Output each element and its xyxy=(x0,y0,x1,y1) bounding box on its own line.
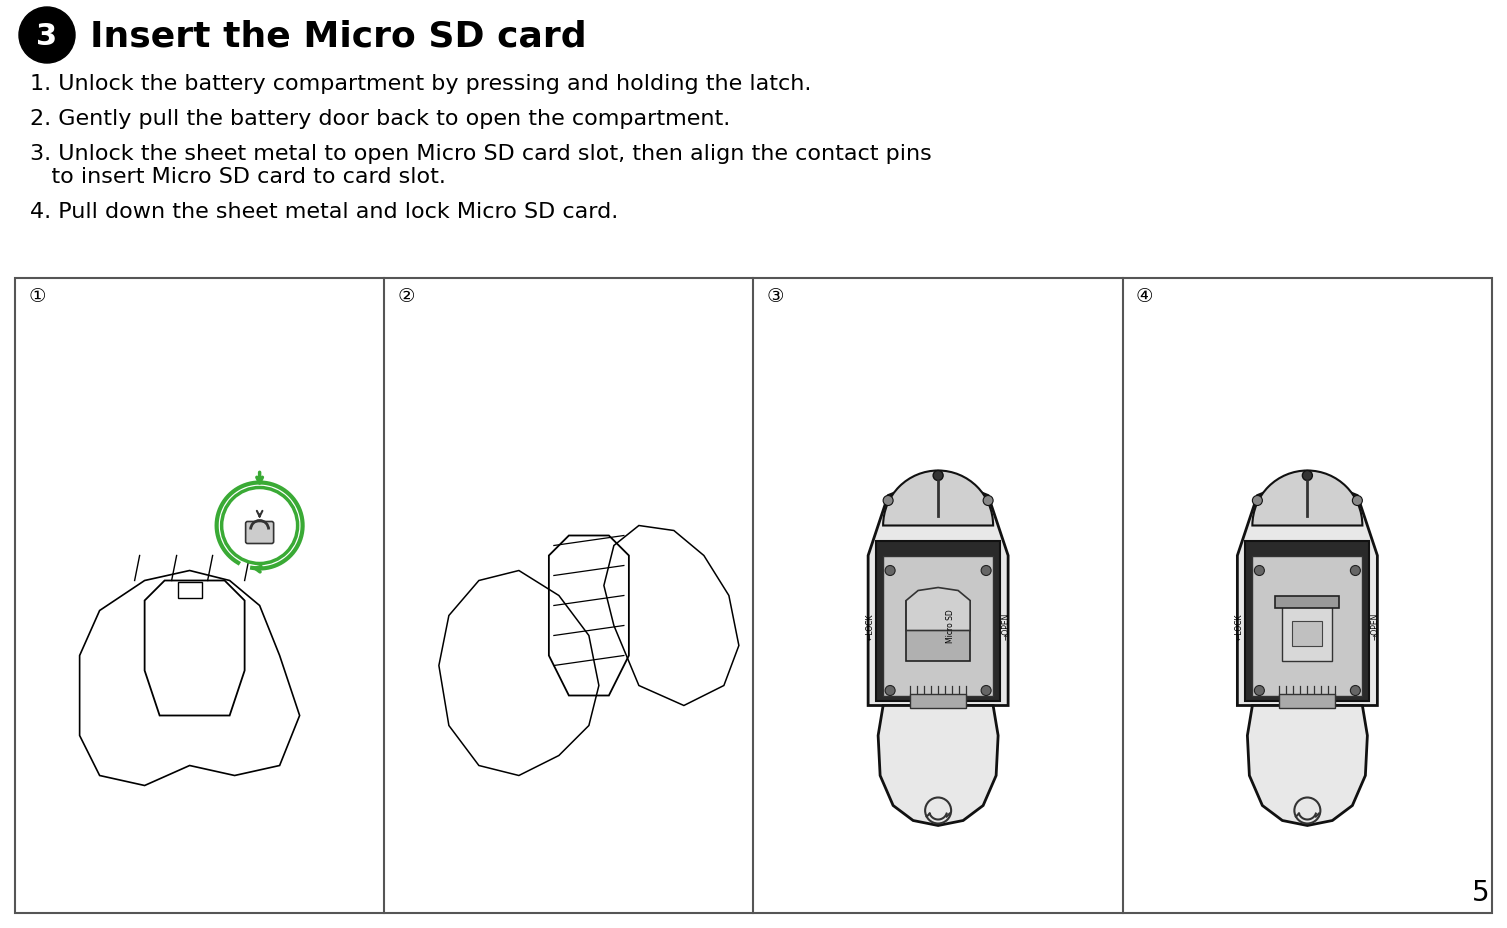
Text: 3: 3 xyxy=(36,21,57,50)
Bar xyxy=(178,582,202,598)
Bar xyxy=(1245,541,1370,701)
Wedge shape xyxy=(883,471,993,526)
Bar xyxy=(876,541,1001,701)
Text: Micro SD: Micro SD xyxy=(945,609,954,643)
Circle shape xyxy=(1350,566,1361,576)
Text: →OPEN: →OPEN xyxy=(1002,612,1011,639)
Polygon shape xyxy=(868,476,1008,705)
Circle shape xyxy=(933,471,943,481)
Text: →OPEN: →OPEN xyxy=(1371,612,1380,639)
Circle shape xyxy=(981,566,992,576)
Bar xyxy=(910,694,966,708)
Text: 4. Pull down the sheet metal and lock Micro SD card.: 4. Pull down the sheet metal and lock Mi… xyxy=(30,201,618,222)
Circle shape xyxy=(20,8,75,64)
Text: 2. Gently pull the battery door back to open the compartment.: 2. Gently pull the battery door back to … xyxy=(30,109,731,129)
Text: ①: ① xyxy=(29,287,45,306)
Circle shape xyxy=(1302,471,1313,481)
Circle shape xyxy=(885,566,895,576)
Text: ②: ② xyxy=(398,287,414,306)
Circle shape xyxy=(981,686,992,696)
Circle shape xyxy=(1254,686,1264,696)
Circle shape xyxy=(885,686,895,696)
Text: ③: ③ xyxy=(767,287,784,306)
Bar xyxy=(883,556,993,696)
Circle shape xyxy=(1254,566,1264,576)
Circle shape xyxy=(883,496,894,506)
Text: Insert the Micro SD card: Insert the Micro SD card xyxy=(90,19,586,53)
FancyBboxPatch shape xyxy=(246,522,274,544)
Bar xyxy=(906,600,971,661)
Polygon shape xyxy=(1237,476,1377,705)
Text: 3. Unlock the sheet metal to open Micro SD card slot, then align the contact pin: 3. Unlock the sheet metal to open Micro … xyxy=(30,144,931,164)
Polygon shape xyxy=(879,705,998,826)
Circle shape xyxy=(1252,496,1263,506)
Text: 5: 5 xyxy=(1472,878,1490,906)
Circle shape xyxy=(1350,686,1361,696)
Text: ←LOCK: ←LOCK xyxy=(1234,612,1243,639)
Bar xyxy=(1275,596,1340,608)
Bar xyxy=(1279,694,1335,708)
Text: 1. Unlock the battery compartment by pressing and holding the latch.: 1. Unlock the battery compartment by pre… xyxy=(30,74,811,94)
Polygon shape xyxy=(906,587,971,631)
Bar xyxy=(1293,621,1322,646)
Bar xyxy=(1252,556,1362,696)
Polygon shape xyxy=(1248,705,1367,826)
Bar xyxy=(15,278,1492,913)
Wedge shape xyxy=(1252,471,1362,526)
Circle shape xyxy=(1352,496,1362,506)
Circle shape xyxy=(222,488,297,564)
Text: to insert Micro SD card to card slot.: to insert Micro SD card to card slot. xyxy=(30,167,446,187)
Bar xyxy=(1282,606,1332,661)
Circle shape xyxy=(983,496,993,506)
Text: ←LOCK: ←LOCK xyxy=(865,612,874,639)
Text: ④: ④ xyxy=(1136,287,1153,306)
